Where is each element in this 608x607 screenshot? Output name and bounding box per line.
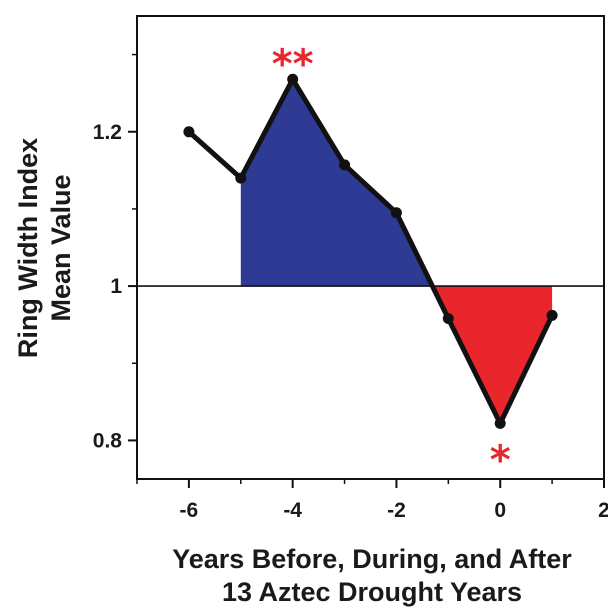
x-tick-label: -6 (180, 499, 199, 522)
y-tick-label: 1 (110, 275, 122, 298)
y-tick-label: 0.8 (93, 429, 123, 452)
x-tick-label: 2 (598, 499, 608, 522)
data-point (442, 313, 454, 324)
series-line (186, 76, 555, 426)
data-point (339, 159, 351, 171)
y-axis: 0.8 1 1.2 (93, 53, 137, 452)
y-tick-label: 1.2 (93, 121, 122, 144)
x-axis-title-line-1: Years Before, During, and After (172, 544, 572, 574)
x-tick-label: -4 (283, 499, 302, 522)
fill-above-reference (240, 79, 433, 287)
data-point (390, 207, 402, 219)
fill-below-reference (432, 286, 553, 424)
x-axis: -6 -4 -2 0 2 (136, 479, 608, 522)
series-line-layer (186, 76, 555, 426)
significance-marker: ** (272, 41, 314, 87)
data-point (546, 309, 558, 321)
x-tick-label: -2 (387, 499, 406, 522)
data-point (183, 126, 195, 138)
data-point (235, 172, 247, 184)
x-axis-title-line-2: 13 Aztec Drought Years (222, 577, 522, 607)
data-point (287, 73, 299, 85)
points-layer (183, 73, 558, 429)
significance-marker: * (490, 437, 511, 483)
data-point (494, 417, 506, 429)
y-axis-title-line-2: Mean Value (46, 174, 76, 321)
y-axis-title-line-1: Ring Width Index (13, 138, 43, 358)
x-tick-label: 0 (494, 499, 506, 522)
annotations-layer: *** (272, 41, 511, 483)
fill-layer (240, 79, 553, 424)
plot-frame (136, 15, 605, 480)
